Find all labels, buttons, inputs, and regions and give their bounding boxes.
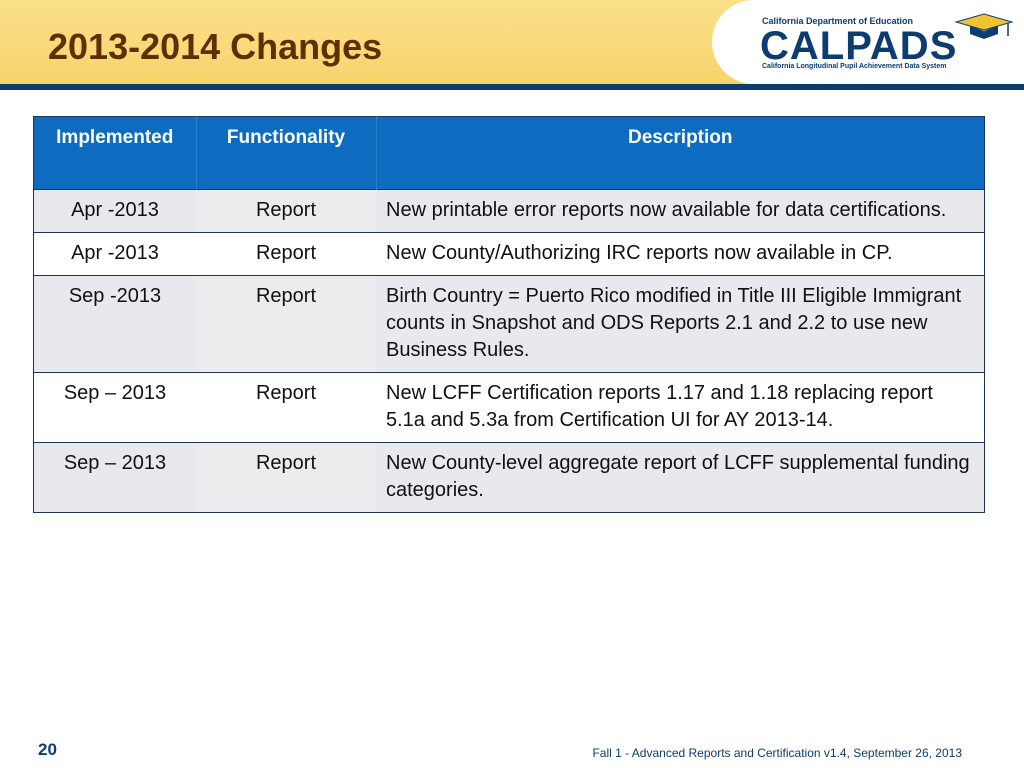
cell-description: New County/Authorizing IRC reports now a… [386,242,893,264]
calpads-logo: CALPADS [760,24,958,68]
footer-text: Fall 1 - Advanced Reports and Certificat… [592,746,962,760]
table-row: Sep – 2013 Report New County-level aggre… [33,442,985,513]
table-row: Sep – 2013 Report New LCFF Certification… [33,372,985,443]
header-stripe [0,84,1024,90]
cell-description: New County-level aggregate report of LCF… [386,452,970,501]
table-row: Sep -2013 Report Birth Country = Puerto … [33,275,985,373]
table-row: Apr -2013 Report New County/Authorizing … [33,232,985,276]
logo-org-text: California Department of Education [762,16,914,26]
logo-tagline: California Longitudinal Pupil Achievemen… [762,63,947,70]
cell-functionality: Report [255,382,317,404]
page-title: 2013-2014 Changes [48,26,383,67]
table-row: Apr -2013 Report New printable error rep… [33,189,985,233]
logo-panel [712,0,1024,84]
slide-number: 20 [38,740,57,759]
cell-functionality: Report [196,275,376,373]
cell-implemented: Apr -2013 [71,242,159,264]
graduation-cap-icon [954,13,1014,39]
cell-functionality: Report [196,442,376,513]
cell-description: New LCFF Certification reports 1.17 and … [386,382,933,431]
header-implemented: Implemented [33,116,197,190]
changes-table: Implemented Functionality Description Ap… [33,116,985,513]
cell-description: New printable error reports now availabl… [386,199,947,221]
cell-implemented: Apr -2013 [71,199,159,221]
header-description: Description [627,127,733,148]
cell-implemented: Sep – 2013 [63,452,167,474]
header-functionality: Functionality [196,116,377,190]
table-header-row: Implemented Functionality Description [33,116,985,190]
cell-implemented: Sep – 2013 [63,382,167,404]
cell-implemented: Sep -2013 [68,285,162,307]
cell-functionality: Report [255,242,317,264]
cell-functionality: Report [196,189,376,233]
cell-description: Birth Country = Puerto Rico modified in … [386,285,962,361]
